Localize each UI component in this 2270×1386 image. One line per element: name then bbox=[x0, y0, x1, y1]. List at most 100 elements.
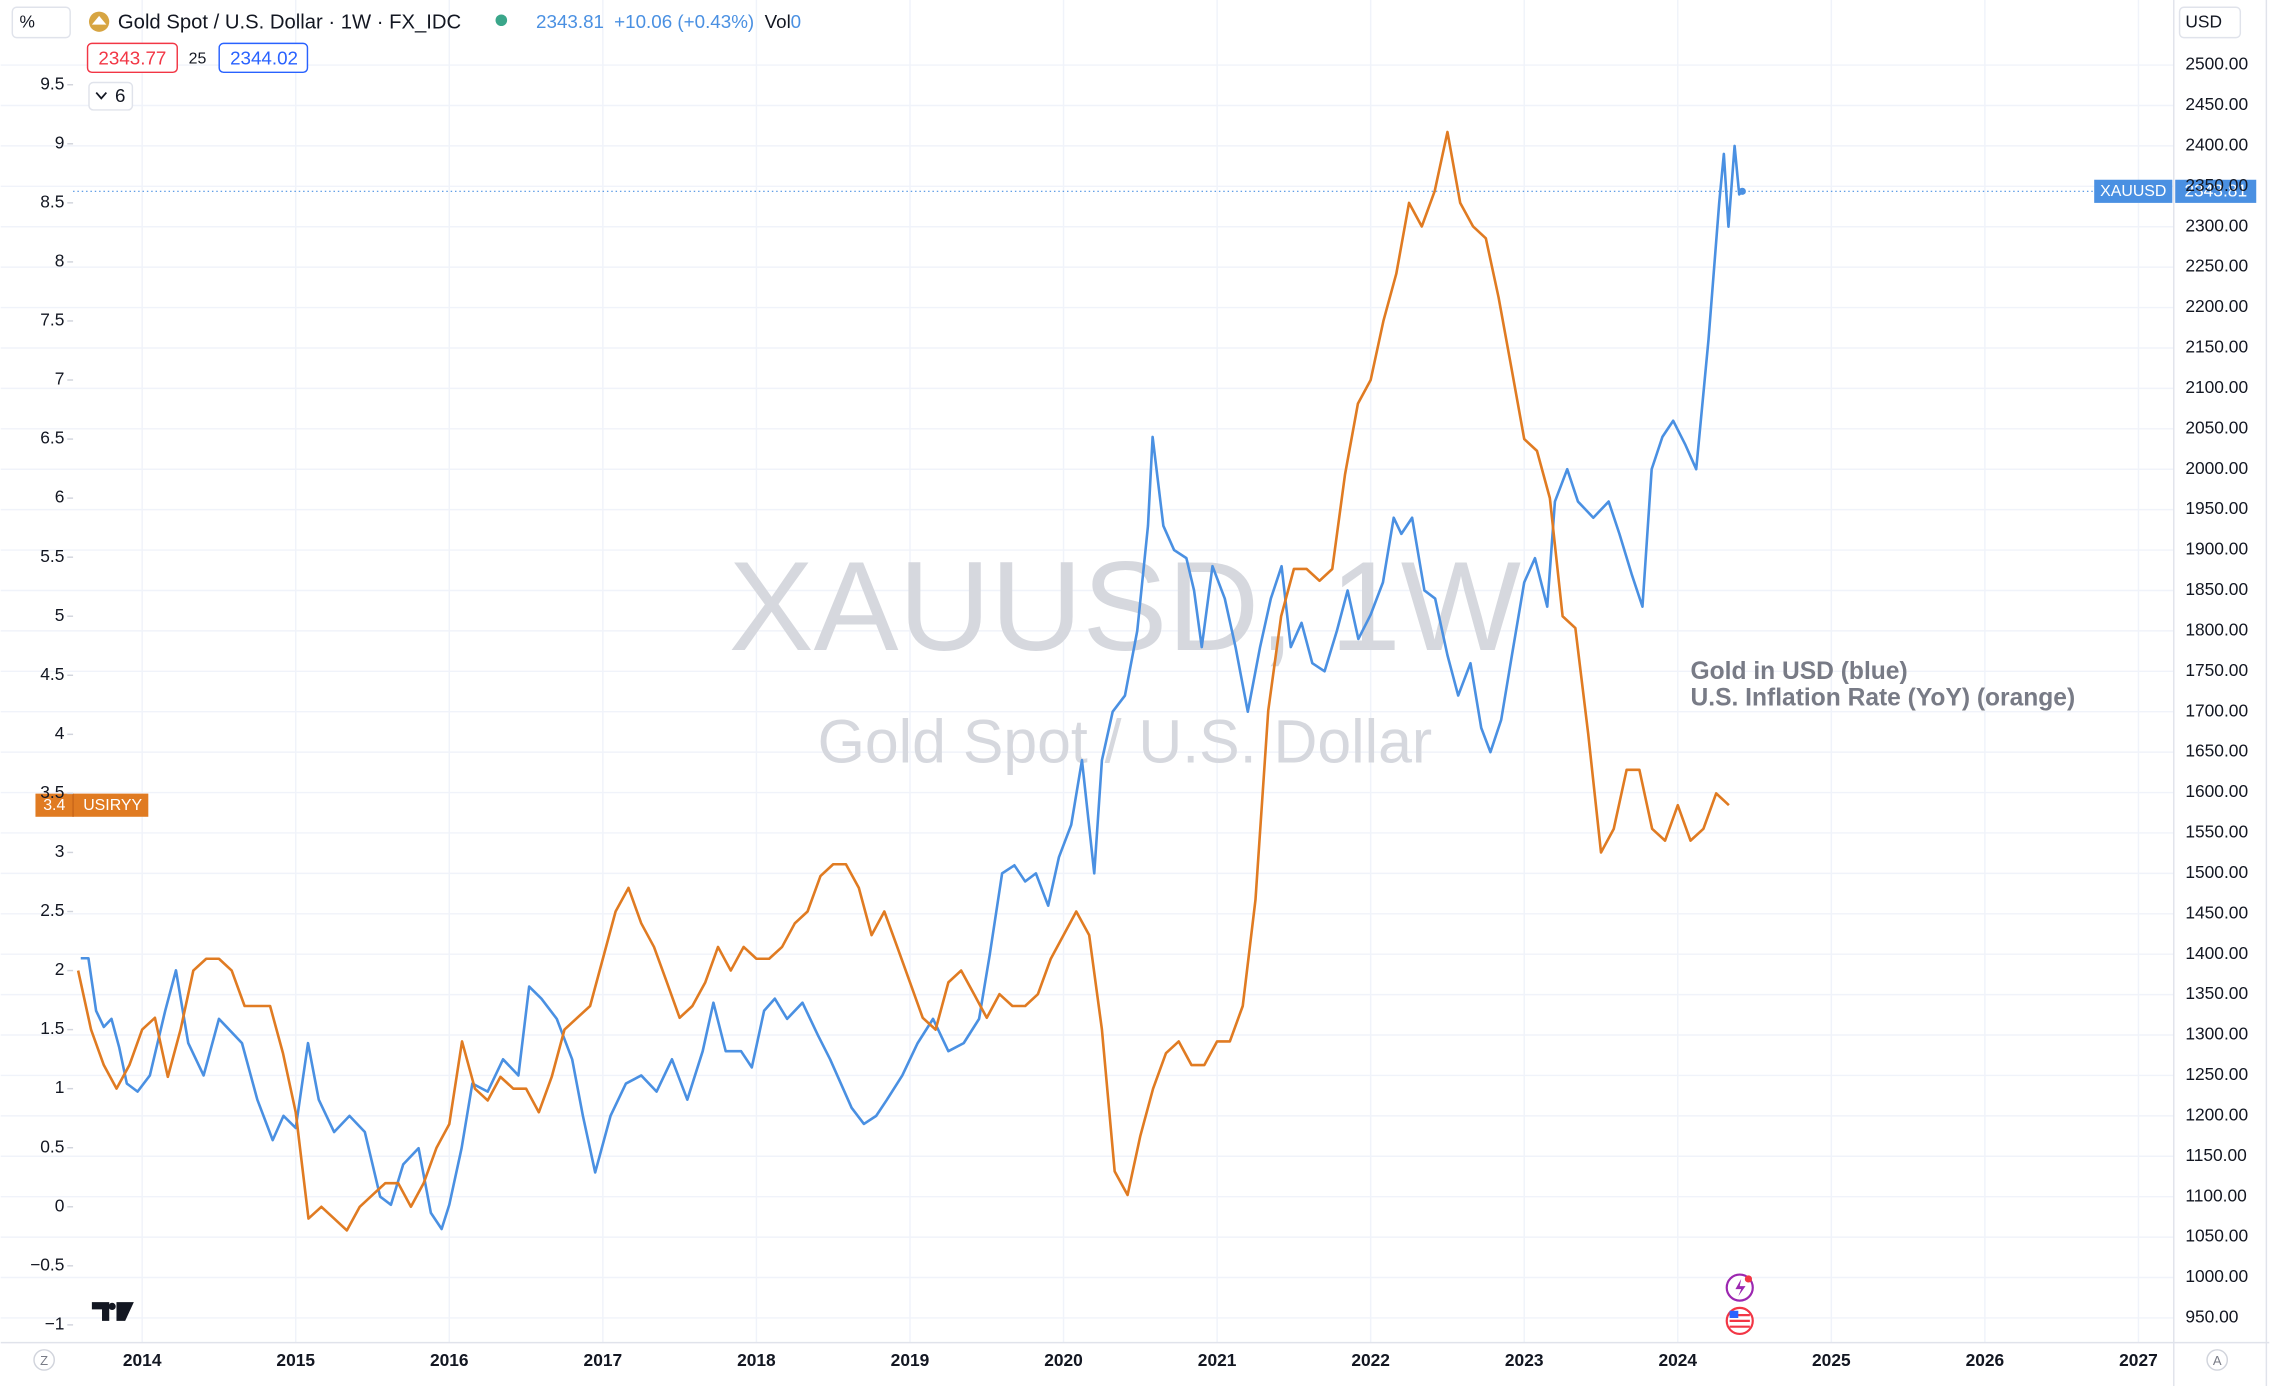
symbol-icon-glyph bbox=[91, 15, 107, 25]
annotation: Gold in USD (blue) bbox=[1691, 658, 1908, 685]
y2-tick-label: 1900.00 bbox=[2185, 539, 2248, 559]
x-tick-label: 2023 bbox=[1505, 1350, 1544, 1370]
sell-button[interactable] bbox=[86, 42, 178, 74]
buy-price: 2344.02 bbox=[230, 47, 298, 68]
y-tick-label: 2 bbox=[55, 959, 65, 979]
last-price: 2343.81 bbox=[536, 11, 604, 32]
y-tick-label: 4 bbox=[55, 723, 65, 743]
y2-tick-label: 2250.00 bbox=[2185, 256, 2248, 276]
x-tick-label: 2026 bbox=[1966, 1350, 2005, 1370]
zoom-label: Z bbox=[40, 1353, 48, 1368]
watermark-name: Gold Spot / U.S. Dollar bbox=[818, 708, 1433, 776]
x-tick-label: 2022 bbox=[1351, 1350, 1390, 1370]
x-tick-label: 2025 bbox=[1812, 1350, 1851, 1370]
y-tick-label: 1.5 bbox=[40, 1018, 64, 1038]
y-tick-label: −0.5 bbox=[30, 1254, 64, 1274]
watermark-symbol: XAUUSD, 1W bbox=[729, 535, 1521, 677]
x-tick-label: 2021 bbox=[1198, 1350, 1237, 1370]
symbol-tag-label: USIRYY bbox=[83, 797, 142, 814]
y2-tick-label: 1250.00 bbox=[2185, 1064, 2248, 1084]
y2-tick-label: 1300.00 bbox=[2185, 1024, 2248, 1044]
y-tick-label: 8 bbox=[55, 250, 65, 270]
x-tick-label: 2019 bbox=[891, 1350, 930, 1370]
value-tag-label: 3.4 bbox=[43, 797, 65, 814]
chevron bbox=[95, 92, 108, 100]
overlay: XAUUSD 2343.81 3.4 USIRYY bbox=[35, 179, 2257, 817]
y-tick-label: 1 bbox=[55, 1077, 65, 1097]
y2-tick-label: 1700.00 bbox=[2185, 700, 2248, 720]
y2-tick-label: 2400.00 bbox=[2185, 134, 2248, 154]
annotation: U.S. Inflation Rate (YoY) (orange) bbox=[1691, 684, 2076, 711]
x-tick-label: 2017 bbox=[584, 1350, 623, 1370]
y-tick-label: 0 bbox=[55, 1195, 65, 1215]
auto-button[interactable] bbox=[2206, 1349, 2229, 1371]
price-tag-label: 2343.81 bbox=[2184, 181, 2247, 201]
logo bbox=[91, 1302, 134, 1321]
price-tag bbox=[2175, 179, 2257, 203]
zoom-button[interactable] bbox=[33, 1349, 55, 1371]
y2-tick-label: 1950.00 bbox=[2185, 498, 2248, 518]
symbol-title: Gold Spot / U.S. Dollar · 1W · FX_IDC bbox=[118, 11, 461, 33]
logo-dot bbox=[108, 1302, 116, 1311]
y2-tick-label: 1800.00 bbox=[2185, 619, 2248, 639]
scale-mode: % bbox=[20, 12, 35, 32]
y-tick-label: 3.5 bbox=[40, 782, 64, 802]
y2-tick-label: 2100.00 bbox=[2185, 377, 2248, 397]
y2-tick-label: 2050.00 bbox=[2185, 417, 2248, 437]
y-tick-label: 7 bbox=[55, 369, 65, 389]
spread: 25 bbox=[189, 51, 207, 68]
sell-price: 2343.77 bbox=[98, 47, 166, 68]
x-tick-label: 2027 bbox=[2119, 1350, 2158, 1370]
y-tick-label: 7.5 bbox=[40, 310, 64, 330]
currency-button[interactable] bbox=[2178, 6, 2242, 39]
event-dot bbox=[1744, 1275, 1753, 1283]
scale-mode-button[interactable] bbox=[11, 6, 71, 39]
y-tick-label: −1 bbox=[45, 1313, 65, 1333]
y-tick-label: 0.5 bbox=[40, 1136, 64, 1156]
x-tick-label: 2016 bbox=[430, 1350, 469, 1370]
y-tick-label: 9.5 bbox=[40, 73, 64, 93]
series-line bbox=[76, 130, 1730, 1232]
symbol-tag-label: XAUUSD bbox=[2100, 183, 2166, 200]
y2-tick-label: 2150.00 bbox=[2185, 337, 2248, 357]
buy-button[interactable] bbox=[218, 42, 309, 74]
y-tick-label: 3 bbox=[55, 841, 65, 861]
x-tick-label: 2024 bbox=[1658, 1350, 1697, 1370]
y2-tick-label: 950.00 bbox=[2185, 1307, 2238, 1327]
value-tag bbox=[35, 793, 149, 817]
auto-label: A bbox=[2213, 1353, 2222, 1368]
y2-tick-label: 2500.00 bbox=[2185, 54, 2248, 74]
series-line bbox=[80, 144, 1744, 1231]
y2-tick-label: 1000.00 bbox=[2185, 1266, 2248, 1286]
currency: USD bbox=[2185, 12, 2222, 32]
y2-tick-label: 1850.00 bbox=[2185, 579, 2248, 599]
y2-tick-label: 2200.00 bbox=[2185, 296, 2248, 316]
price-change: +10.06 (+0.43%) bbox=[614, 11, 754, 32]
y-tick-label: 5 bbox=[55, 605, 65, 625]
y2-tick-label: 1650.00 bbox=[2185, 741, 2248, 761]
symbol-tag bbox=[2094, 179, 2173, 203]
y-tick-label: 2.5 bbox=[40, 900, 64, 920]
y-tick-label: 6 bbox=[55, 487, 65, 507]
x-tick-label: 2015 bbox=[276, 1350, 315, 1370]
event-glyph bbox=[1735, 1278, 1746, 1297]
y2-tick-label: 1050.00 bbox=[2185, 1226, 2248, 1246]
x-tick-label: 2020 bbox=[1044, 1350, 1083, 1370]
y-tick-label: 6.5 bbox=[40, 428, 64, 448]
indicator-count: 6 bbox=[115, 85, 125, 106]
y2-tick-label: 1600.00 bbox=[2185, 781, 2248, 801]
y2-tick-label: 1450.00 bbox=[2185, 902, 2248, 922]
flag-canton bbox=[1729, 1310, 1739, 1319]
market-status bbox=[495, 14, 508, 27]
y2-tick-label: 2000.00 bbox=[2185, 458, 2248, 478]
y2-tick-label: 1500.00 bbox=[2185, 862, 2248, 882]
y-tick-label: 4.5 bbox=[40, 664, 64, 684]
y2-tick-label: 1200.00 bbox=[2185, 1104, 2248, 1124]
indicators-toggle[interactable] bbox=[88, 81, 134, 111]
grid bbox=[0, 0, 2174, 1343]
y-tick-label: 9 bbox=[55, 132, 65, 152]
last-point bbox=[1738, 187, 1746, 195]
y2-tick-label: 1400.00 bbox=[2185, 943, 2248, 963]
